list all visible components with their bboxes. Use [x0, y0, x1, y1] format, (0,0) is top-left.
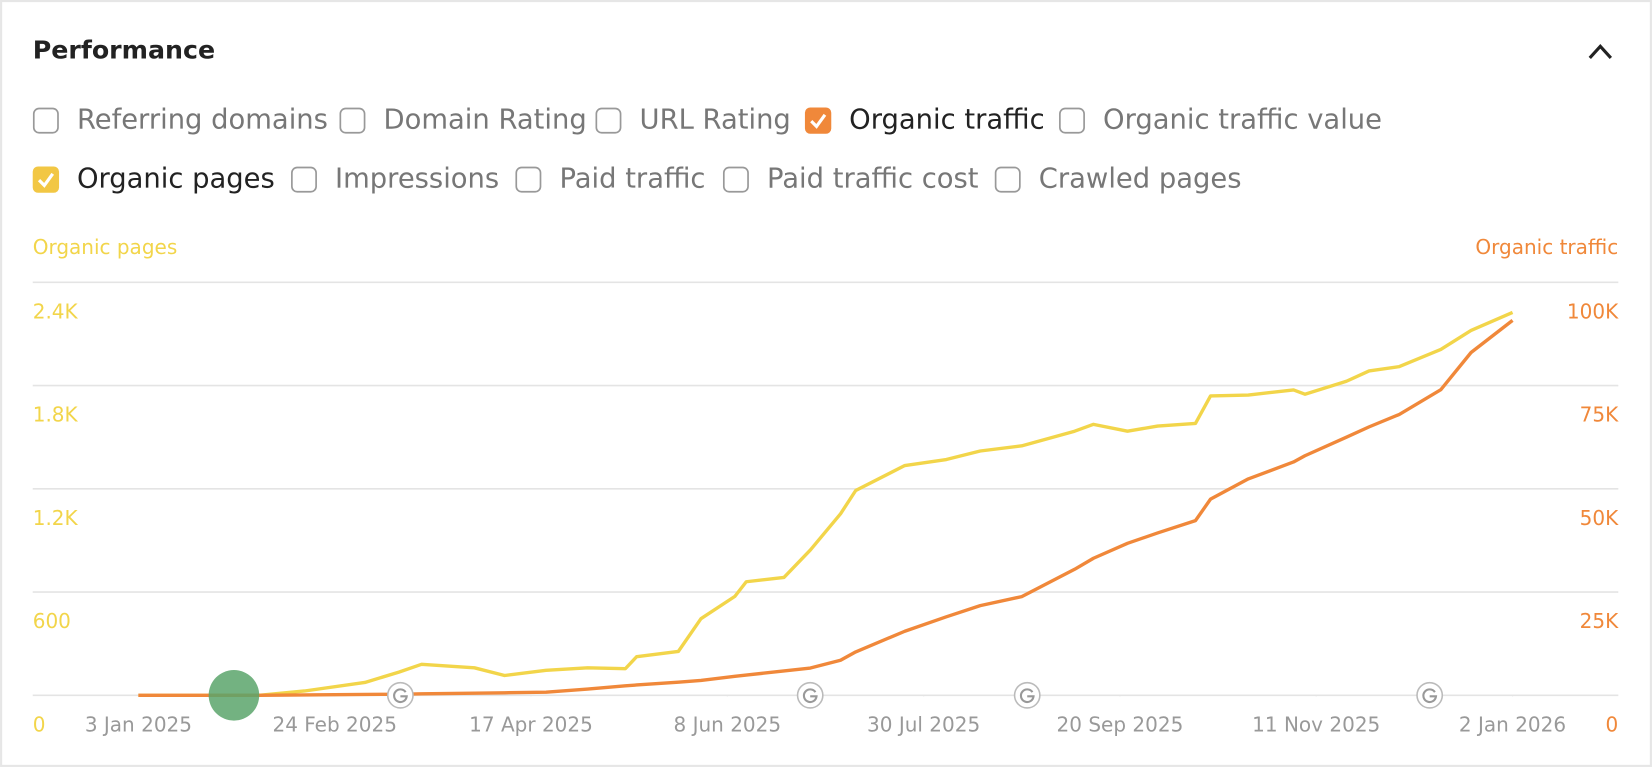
checkbox[interactable]	[291, 166, 317, 193]
checkbox-label[interactable]: Domain Rating	[384, 105, 587, 136]
x-tick-label: 8 Jun 2025	[674, 712, 782, 736]
y-tick-label: 1.8K	[33, 403, 79, 427]
y-tick-label: 0	[33, 712, 46, 736]
checkmark	[37, 172, 55, 188]
metric-checkboxes: Referring domains Domain Rating URL Rating…	[32, 105, 1382, 195]
checkbox[interactable]	[722, 166, 749, 193]
y2-tick-label: 25K	[1580, 609, 1619, 633]
checkbox[interactable]	[994, 166, 1021, 193]
annotation-dot[interactable]	[208, 670, 260, 721]
checkbox-label[interactable]: Paid traffic cost	[767, 164, 979, 195]
y2-tick-label: 75K	[1580, 403, 1619, 427]
update-marker-icon	[1019, 688, 1035, 703]
checkbox-label[interactable]: Impressions	[335, 164, 499, 195]
y-tick-label: 2.4K	[33, 299, 79, 323]
checkbox-label[interactable]: Organic traffic value	[1103, 105, 1382, 136]
checkbox[interactable]	[339, 107, 366, 134]
x-tick-label: 3 Jan 2025	[85, 712, 192, 736]
x-tick-label: 17 Apr 2025	[469, 712, 593, 736]
checkbox[interactable]	[32, 166, 60, 193]
axis-title: Organic pages	[33, 235, 178, 259]
checkbox[interactable]	[515, 166, 542, 193]
y-tick-label: 1.2K	[33, 506, 79, 530]
update-marker-icon	[802, 688, 818, 703]
checkmark	[810, 113, 827, 129]
checkbox[interactable]	[595, 107, 622, 134]
y2-tick-label: 100K	[1567, 299, 1619, 323]
checkbox-label[interactable]: Organic traffic	[849, 105, 1044, 136]
update-marker-icon	[393, 688, 408, 703]
y-tick-label: 600	[33, 609, 71, 633]
checkbox-label[interactable]: Referring domains	[77, 105, 328, 136]
card-title: Performance	[33, 36, 215, 65]
checkbox-label[interactable]: Organic pages	[77, 164, 275, 195]
x-tick-label: 30 Jul 2025	[867, 712, 980, 736]
checkbox[interactable]	[804, 107, 832, 134]
checkbox-label[interactable]: Crawled pages	[1039, 164, 1242, 195]
checkbox-label[interactable]: URL Rating	[640, 105, 791, 136]
x-tick-label: 2 Jan 2026	[1459, 712, 1566, 736]
x-tick-label: 11 Nov 2025	[1252, 712, 1380, 736]
series-line	[138, 319, 1514, 697]
checkbox[interactable]	[1059, 107, 1085, 134]
x-tick-label: 20 Sep 2025	[1057, 712, 1184, 736]
axis-title: Organic traffic	[1475, 235, 1618, 259]
y2-tick-label: 0	[1605, 712, 1618, 736]
update-marker-icon	[1422, 688, 1438, 703]
x-tick-label: 24 Feb 2025	[272, 712, 396, 736]
chart: Organic pages Organic traffic 0 600 1.2K 1.8K…	[33, 235, 1619, 736]
checkbox-label[interactable]: Paid traffic	[559, 164, 705, 195]
y2-tick-label: 50K	[1580, 506, 1619, 530]
collapse-toggle[interactable]	[1588, 44, 1613, 60]
series-line	[138, 310, 1514, 697]
checkbox[interactable]	[32, 107, 59, 134]
